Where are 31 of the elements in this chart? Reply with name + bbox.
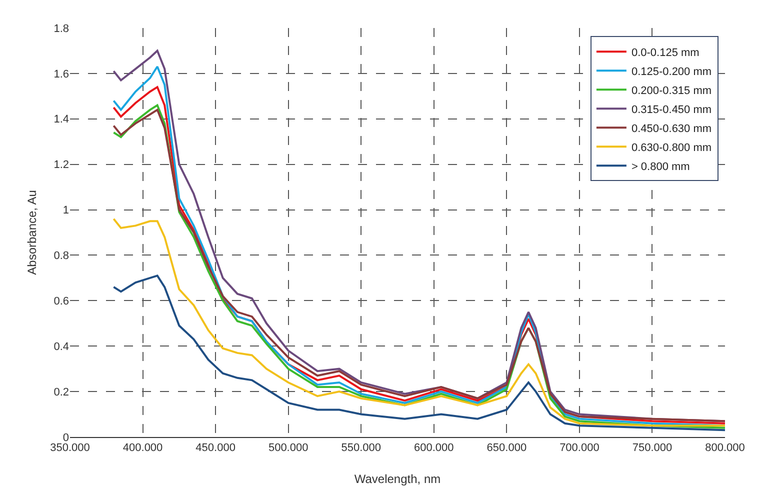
x-tick-label: 750.000 (632, 442, 672, 454)
x-tick-label: 350.000 (50, 442, 90, 454)
x-tick-label: 650.000 (486, 442, 527, 454)
x-tick-label: 600.000 (414, 442, 454, 454)
y-tick-label: 0.8 (54, 250, 69, 262)
line-series (112, 274, 725, 432)
y-tick-label: 1.8 (54, 22, 69, 35)
legend-label: > 0.800 mm (631, 160, 690, 173)
y-tick-label: 0.2 (54, 386, 69, 398)
y-tick-label: 1.2 (54, 159, 69, 172)
legend-label: 0.630-0.800 mm (631, 142, 712, 154)
legend-label: 0.125-0.200 mm (631, 66, 712, 78)
line-series (112, 218, 725, 427)
legend-label: 0.0-0.125 mm (631, 46, 700, 59)
y-tick-label: 0.4 (54, 340, 69, 353)
legend-label: 0.200-0.315 mm (631, 84, 712, 97)
y-tick-label: 0.6 (54, 296, 69, 308)
y-tick-label: 1 (62, 204, 69, 217)
x-tick-label: 550.000 (341, 442, 381, 454)
x-tick-label: 800.000 (705, 442, 745, 454)
x-tick-label: 450.000 (196, 442, 236, 454)
y-tick-label: 1.4 (54, 114, 69, 126)
x-axis-title: Wavelength, nm (354, 472, 441, 486)
legend-label: 0.450-0.630 mm (631, 122, 712, 135)
x-tick-label: 400.000 (122, 442, 163, 454)
x-tick-label: 500.000 (268, 442, 308, 454)
y-tick-label: 0 (62, 432, 69, 444)
y-tick-label: 1.6 (54, 68, 69, 80)
y-axis-title: Absorbance, Au (25, 190, 39, 275)
legend-label: 0.315-0.450 mm (631, 104, 712, 116)
x-tick-label: 700.000 (560, 442, 600, 454)
